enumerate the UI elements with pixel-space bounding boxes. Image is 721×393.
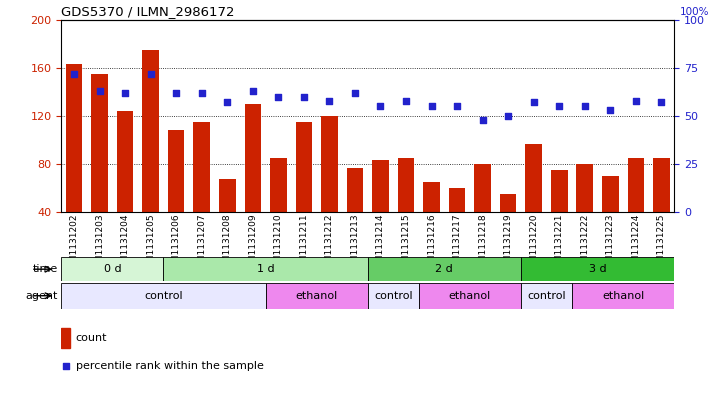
Text: ethanol: ethanol	[602, 291, 644, 301]
Bar	[61, 328, 71, 348]
Point	[298, 94, 309, 100]
Text: control: control	[374, 291, 412, 301]
Point	[579, 103, 590, 109]
Bar	[265, 283, 368, 309]
Point	[324, 97, 335, 104]
Text: time: time	[32, 264, 58, 274]
Bar	[521, 257, 674, 281]
Bar	[448, 188, 465, 212]
Point	[375, 103, 386, 109]
Point	[196, 90, 208, 96]
Text: 0 d: 0 d	[104, 264, 121, 274]
Point	[273, 94, 284, 100]
Text: ethanol: ethanol	[448, 291, 491, 301]
Bar	[474, 164, 491, 212]
Text: 3 d: 3 d	[589, 264, 606, 274]
Text: count: count	[76, 333, 107, 343]
Point	[145, 70, 156, 77]
Point	[503, 113, 514, 119]
Point	[120, 90, 131, 96]
Bar	[368, 257, 521, 281]
Bar	[142, 50, 159, 212]
Text: ethanol: ethanol	[296, 291, 337, 301]
Bar	[66, 64, 82, 212]
Bar	[602, 176, 619, 212]
Bar	[551, 170, 567, 212]
Bar	[164, 257, 368, 281]
Bar	[423, 182, 440, 212]
Bar	[61, 257, 164, 281]
Text: 100%: 100%	[680, 7, 709, 17]
Text: 1 d: 1 d	[257, 264, 275, 274]
Point	[451, 103, 463, 109]
Point	[528, 99, 539, 106]
Bar	[627, 158, 644, 212]
Text: 2 d: 2 d	[435, 264, 454, 274]
Text: control: control	[144, 291, 182, 301]
Point	[68, 70, 80, 77]
Point	[221, 99, 233, 106]
Bar	[398, 158, 415, 212]
Point	[630, 97, 642, 104]
Bar	[168, 130, 185, 212]
Bar	[372, 160, 389, 212]
Point	[60, 362, 71, 369]
Point	[247, 88, 259, 94]
Bar	[653, 158, 670, 212]
Point	[477, 117, 488, 123]
Bar	[270, 158, 287, 212]
Text: agent: agent	[25, 291, 58, 301]
Point	[426, 103, 438, 109]
Bar	[368, 283, 419, 309]
Bar	[572, 283, 674, 309]
Bar	[577, 164, 593, 212]
Bar	[419, 283, 521, 309]
Text: GDS5370 / ILMN_2986172: GDS5370 / ILMN_2986172	[61, 6, 235, 18]
Bar	[219, 178, 236, 212]
Point	[604, 107, 616, 113]
Point	[655, 99, 667, 106]
Point	[349, 90, 360, 96]
Bar	[193, 122, 210, 212]
Bar	[526, 143, 542, 212]
Bar	[244, 104, 261, 212]
Point	[170, 90, 182, 96]
Bar	[347, 168, 363, 212]
Bar	[321, 116, 337, 212]
Text: control: control	[527, 291, 566, 301]
Bar	[61, 283, 265, 309]
Point	[554, 103, 565, 109]
Bar	[117, 111, 133, 212]
Bar	[296, 122, 312, 212]
Point	[400, 97, 412, 104]
Point	[94, 88, 105, 94]
Bar	[92, 74, 108, 212]
Text: percentile rank within the sample: percentile rank within the sample	[76, 361, 264, 371]
Bar	[500, 194, 516, 212]
Bar	[521, 283, 572, 309]
